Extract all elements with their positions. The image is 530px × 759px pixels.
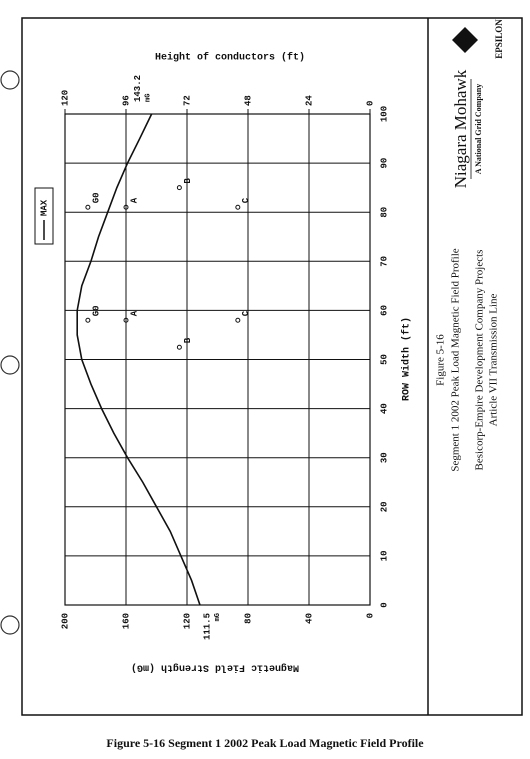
figure-title: Segment 1 2002 Peak Load Magnetic Field …: [450, 248, 462, 471]
field-curve: [76, 113, 201, 606]
legend-box: [34, 187, 54, 245]
conductor: [176, 344, 182, 350]
y-tick-label: 80: [243, 613, 253, 624]
y-axis-title: Magnetic Field Strength (mG): [131, 661, 299, 673]
x-tick-label: 30: [379, 452, 389, 463]
consultant: EPSILON: [494, 19, 504, 59]
x-tick-label: 50: [379, 354, 389, 365]
x-axis-title: ROW Width (ft): [401, 317, 413, 401]
rotated-sheet: Figure 5-16 Segment 1 2002 Peak Load Mag…: [34, 19, 504, 673]
conductor-label: A: [129, 197, 139, 203]
annotation-unit: mG: [144, 94, 152, 102]
y2-tick-label: 72: [182, 95, 192, 106]
annotation-unit: mG: [214, 613, 222, 621]
x-tick-label: 90: [379, 158, 389, 169]
annotation-value: 111.5: [202, 613, 212, 640]
y2-axis-title: Height of conductors (ft): [155, 52, 305, 64]
y2-tick-label: 0: [365, 101, 375, 106]
conductor-label: G0: [91, 192, 101, 203]
figure-number: Figure 5-16: [435, 334, 447, 386]
y-tick-label: 200: [60, 613, 70, 629]
plot-frame: [64, 113, 371, 606]
x-tick-label: 70: [379, 256, 389, 267]
binder-hole: [0, 355, 20, 375]
x-tick-label: 80: [379, 207, 389, 218]
conductor-label: A: [129, 310, 139, 316]
binder-hole: [0, 70, 20, 90]
conductor-label: G0: [91, 305, 101, 316]
conductor: [176, 185, 182, 191]
conductor: [123, 204, 129, 210]
conductor: [235, 317, 241, 323]
conductor: [85, 204, 91, 210]
project-name: Besicorp-Empire Development Company Proj…: [474, 250, 486, 471]
y2-tick-label: 24: [304, 95, 314, 106]
binder-hole: [0, 615, 20, 635]
y2-tick-label: 96: [121, 95, 131, 106]
frame: [21, 17, 523, 716]
logo-diamond: [452, 27, 478, 53]
line-name: Article VII Transmission Line: [488, 294, 500, 427]
conductor: [123, 317, 129, 323]
x-tick-label: 40: [379, 403, 389, 414]
y2-tick-label: 48: [243, 95, 253, 106]
y-tick-label: 0: [365, 613, 375, 618]
y-tick-label: 160: [121, 613, 131, 629]
x-tick-label: 60: [379, 305, 389, 316]
annotation-value: 143.2: [133, 75, 143, 102]
parent-company: A National Grid Company: [474, 84, 483, 174]
caption: Figure 5-16 Segment 1 2002 Peak Load Mag…: [106, 736, 424, 750]
legend-label: MAX: [39, 199, 49, 216]
y2-tick-label: 120: [60, 90, 70, 106]
x-tick-label: 0: [379, 602, 389, 607]
conductor-label: B: [183, 337, 193, 343]
x-tick-label: 10: [379, 550, 389, 561]
y-tick-label: 120: [182, 613, 192, 629]
conductor: [235, 204, 241, 210]
conductor-label: C: [241, 197, 251, 203]
company-name: Niagara Mohawk: [451, 69, 470, 188]
y-tick-label: 40: [304, 613, 314, 624]
x-tick-label: 20: [379, 501, 389, 512]
conductor: [85, 317, 91, 323]
conductor-label: B: [183, 178, 193, 184]
conductor-label: C: [241, 310, 251, 316]
x-tick-label: 100: [379, 106, 389, 122]
